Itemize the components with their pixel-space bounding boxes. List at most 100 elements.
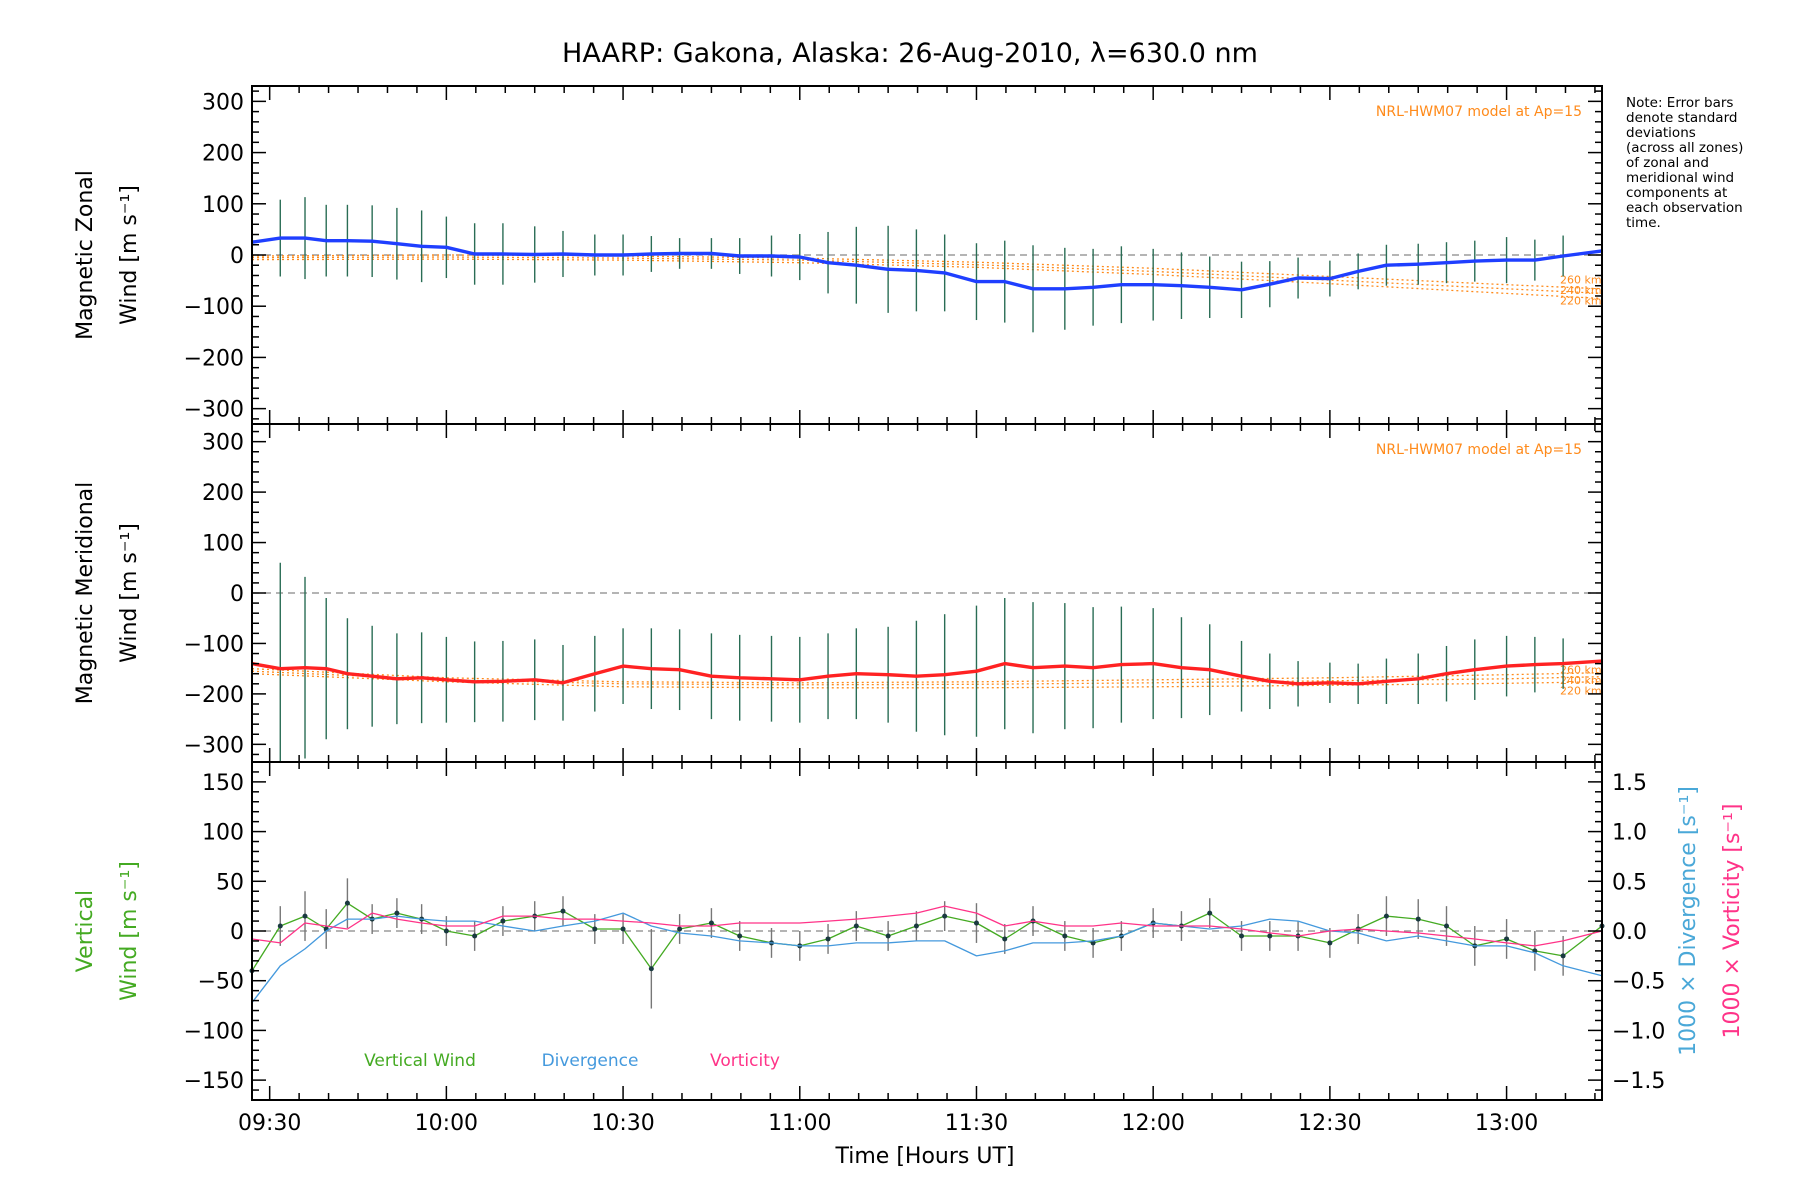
data-point: [1444, 923, 1450, 929]
data-point: [443, 928, 449, 934]
x-tick-label: 11:00: [768, 1111, 831, 1136]
y-tick-label: 100: [202, 532, 244, 557]
note-line: time.: [1626, 215, 1661, 231]
data-point: [1504, 936, 1510, 942]
y-axis-label: Magnetic Meridional: [73, 482, 98, 704]
right-y-tick-label: 0.0: [1612, 920, 1647, 945]
right-y-tick-label: 0.5: [1612, 870, 1647, 895]
y-tick-label: 0: [230, 582, 244, 607]
y-tick-label: −100: [184, 1019, 244, 1044]
data-point: [648, 966, 654, 972]
data-point: [913, 923, 919, 929]
x-tick-label: 10:30: [591, 1111, 654, 1136]
model-line-260km: [251, 668, 1603, 684]
data-point: [708, 920, 714, 926]
note-line: deviations: [1626, 125, 1696, 141]
y-tick-label: 300: [202, 431, 244, 456]
data-point: [853, 923, 859, 929]
model-line-220km: [251, 258, 1603, 300]
data-point: [825, 936, 831, 942]
series-line-meridional: [251, 659, 1603, 686]
y-axis-label: Wind [m s⁻¹]: [117, 185, 142, 325]
data-point: [1327, 940, 1333, 946]
right-y-tick-label: −1.5: [1612, 1069, 1665, 1094]
y-tick-label: 200: [202, 142, 244, 167]
x-tick-label: 13:00: [1475, 1111, 1538, 1136]
data-point: [344, 900, 350, 906]
y-tick-label: −200: [184, 683, 244, 708]
y-axis-label: Wind [m s⁻¹]: [117, 861, 142, 1001]
panel-vertical: 150 100 50 0 −50 −100 −150 1.5 1.0 0.5 0.0 −0.5 −1.0…: [73, 761, 1745, 1101]
y-axis-label: Magnetic Zonal: [73, 170, 98, 340]
data-point: [394, 910, 400, 916]
legend-item: Divergence: [542, 1051, 639, 1071]
y-tick-label: 100: [202, 193, 244, 218]
error-bar-note: Note: Error bars denote standard deviati…: [1626, 96, 1796, 231]
model-altitude-label: 260 km: [1560, 664, 1602, 677]
data-point: [592, 926, 598, 932]
model-line-220km: [251, 673, 1603, 689]
model-line-240km: [251, 256, 1603, 295]
y-tick-label: 200: [202, 481, 244, 506]
note-line: meridional wind: [1626, 170, 1735, 186]
data-point: [1239, 933, 1245, 939]
chart-title: HAARP: Gakona, Alaska: 26-Aug-2010, λ=63…: [562, 38, 1258, 69]
model-altitude-label: 240 km: [1560, 284, 1602, 297]
data-point: [1062, 933, 1068, 939]
y-tick-label: 0: [230, 244, 244, 269]
x-tick-label: 12:30: [1298, 1111, 1361, 1136]
y-axis-label: Wind [m s⁻¹]: [117, 523, 142, 663]
data-point: [1090, 940, 1096, 946]
note-line: denote standard: [1626, 110, 1738, 126]
note-line: each observation: [1626, 200, 1743, 216]
x-tick-label: 11:30: [945, 1111, 1008, 1136]
note-line: Note: Error bars: [1626, 95, 1734, 111]
model-altitude-label: 260 km: [1560, 274, 1602, 287]
x-tick-label: 10:00: [415, 1111, 478, 1136]
note-line: components at: [1626, 185, 1728, 201]
data-point: [500, 918, 506, 924]
series-line-vertical-wind: [251, 902, 1603, 972]
data-point: [942, 913, 948, 919]
y-tick-label: 0: [230, 920, 244, 945]
y-tick-label: −100: [184, 632, 244, 657]
model-altitude-label: 220 km: [1560, 294, 1602, 307]
model-altitude-label: 240 km: [1560, 674, 1602, 687]
x-axis-label: Time [Hours UT]: [835, 1144, 1015, 1169]
right-y-tick-label: 1.5: [1612, 771, 1647, 796]
y-tick-label: −50: [198, 970, 244, 995]
data-point: [1383, 913, 1389, 919]
data-point: [1560, 953, 1566, 959]
note-line: (across all zones): [1626, 140, 1744, 156]
y-tick-label: −300: [184, 733, 244, 758]
data-point: [677, 926, 683, 932]
data-point: [973, 920, 979, 926]
data-point: [560, 908, 566, 914]
y-tick-label: −300: [184, 398, 244, 423]
y-tick-label: 300: [202, 90, 244, 115]
model-altitude-label: 220 km: [1560, 684, 1602, 697]
x-tick-label: 09:30: [238, 1111, 301, 1136]
legend-item: Vertical Wind: [364, 1051, 476, 1071]
data-point: [1415, 916, 1421, 922]
series-line-zonal: [251, 236, 1603, 292]
right-y-tick-label: −1.0: [1612, 1019, 1665, 1044]
data-point: [737, 933, 743, 939]
data-point: [885, 933, 891, 939]
data-point: [1002, 936, 1008, 942]
data-point: [472, 933, 478, 939]
y-tick-label: 150: [202, 771, 244, 796]
data-point: [277, 923, 283, 929]
x-tick-label: 12:00: [1121, 1111, 1184, 1136]
model-label: NRL-HWM07 model at Ap=15: [1376, 104, 1582, 120]
right-y-tick-label: −0.5: [1612, 970, 1665, 995]
y-tick-label: −150: [184, 1069, 244, 1094]
y-tick-label: 100: [202, 821, 244, 846]
data-point: [1207, 910, 1213, 916]
series-line-vorticity: [251, 905, 1603, 947]
note-line: of zonal and: [1626, 155, 1709, 171]
y-tick-label: −100: [184, 295, 244, 320]
